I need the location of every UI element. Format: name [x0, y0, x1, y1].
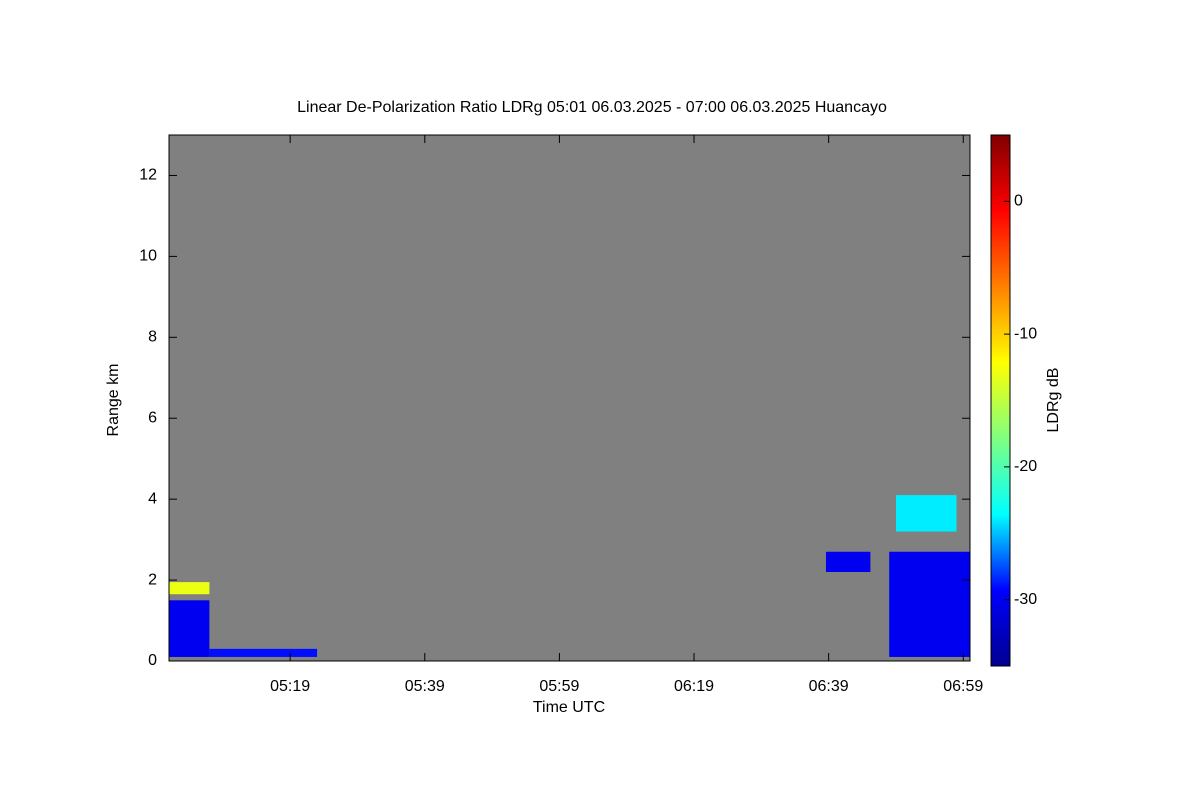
data-cell [169, 582, 210, 595]
x-tick-label: 06:59 [943, 678, 983, 695]
y-axis-label: Range km [105, 364, 122, 437]
x-tick-label: 05:59 [539, 678, 579, 695]
colorbar-tick-label: -30 [1014, 591, 1037, 608]
colorbar-tick-label: 0 [1014, 193, 1023, 210]
x-tick-label: 06:39 [809, 678, 849, 695]
y-tick-label: 6 [148, 409, 157, 426]
x-axis-label: Time UTC [533, 699, 605, 716]
plot-background [169, 135, 970, 661]
y-tick-label: 8 [148, 329, 157, 346]
x-tick-label: 06:19 [674, 678, 714, 695]
y-tick-label: 10 [139, 248, 157, 265]
chart-title: Linear De-Polarization Ratio LDRg 05:01 … [297, 99, 887, 116]
colorbar [990, 134, 1011, 667]
y-tick-label: 4 [148, 490, 157, 507]
colorbar-label: LDRg dB [1045, 368, 1062, 433]
data-cell [169, 600, 210, 657]
data-cell [889, 551, 970, 657]
colorbar-tick-label: -20 [1014, 458, 1037, 475]
plot-frame [168, 134, 971, 662]
y-tick-label: 2 [148, 571, 157, 588]
y-tick-label: 0 [148, 652, 157, 669]
data-cell [825, 551, 871, 572]
x-tick-label: 05:19 [270, 678, 310, 695]
y-tick-label: 12 [139, 167, 157, 184]
x-tick-label: 05:39 [405, 678, 445, 695]
data-cell [209, 648, 318, 657]
data-cell [895, 495, 957, 532]
colorbar-tick-label: -10 [1014, 325, 1037, 342]
